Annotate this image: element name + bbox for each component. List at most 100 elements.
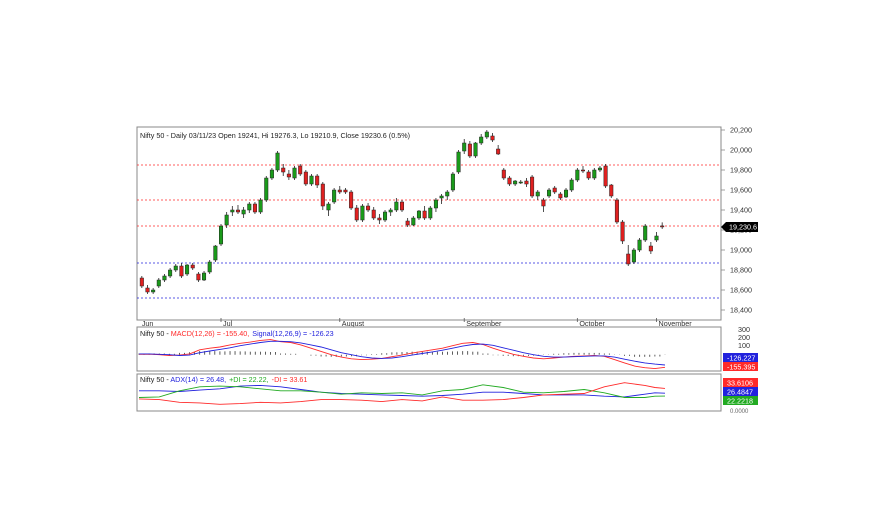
candle-body [241,209,246,215]
candle [315,174,320,188]
candle [202,271,207,281]
candle [337,186,342,194]
candle [343,188,348,194]
macd-label: MACD(12,26) = -155.40, [171,329,250,338]
candle [145,285,150,294]
candle [501,168,506,180]
candle [586,170,591,180]
candle-body [416,210,421,219]
candle [292,166,297,180]
candle-body [298,165,303,175]
price-plot-frame [136,126,722,321]
macd-signal-line [139,340,666,366]
candle-body [518,181,523,184]
candle [462,139,467,154]
candle [320,182,325,210]
candle-body [513,180,518,185]
candle [603,164,608,188]
candle-body [558,193,563,199]
candle [196,272,201,282]
candle [614,198,619,224]
candle-body [309,175,314,185]
mdi-value: 33.6106 [727,379,753,388]
candle [597,166,602,172]
candle [286,170,291,180]
candle [422,206,427,220]
candle [252,202,257,214]
candle-body [637,239,642,251]
candle [552,186,557,194]
candle-body [235,209,240,213]
candle [394,198,399,212]
candle [156,278,161,288]
candle-body [213,245,218,261]
candle-body [179,265,184,277]
pdi-value-box [723,396,758,405]
candle-body [541,199,546,207]
candle [190,263,195,270]
macd-value-labels: -126.227 -155.395 [723,353,758,372]
candle-body [388,209,393,213]
adx-header: Nifty 50 - ADX(14) = 26.48, +DI = 22.22, -… [140,375,307,384]
candle [139,276,144,288]
macd-signal-value: -126.227 [727,354,755,363]
candle [484,130,489,139]
adx-value-labels: 33.6106 26.4847 22.2218 0.0000 [723,378,758,415]
candle-body [456,151,461,173]
candle [507,176,512,186]
candle-body [366,205,371,211]
candle-body [349,191,354,209]
price-panel: Nifty 50 - Daily 03/11/23 Open 19241, Hi… [136,126,758,328]
candle-body [552,187,557,193]
candle-body [156,279,161,287]
candle [660,222,665,229]
price-reference-lines [137,164,721,299]
close-price-marker: 19,230.6 [721,221,758,232]
month-label: October [579,319,605,328]
candle-body [207,261,212,273]
candle-body [275,152,280,171]
candle-body [269,169,274,179]
candle [360,204,365,222]
candle [179,263,184,278]
candle-body [490,135,495,141]
month-label: Jul [223,319,233,328]
pdi-line [138,384,666,398]
adx-line [139,384,666,398]
price-y-tick-label: 20,200 [730,126,752,135]
candle-body [247,203,252,211]
candle [219,224,224,246]
candle [332,188,337,204]
candle [275,151,280,172]
candle [411,216,416,226]
candle [428,206,433,220]
candle-body [202,272,207,281]
candle [371,207,376,220]
candle [298,164,303,176]
candle [162,274,167,282]
candle [213,245,218,262]
month-label: November [659,319,693,328]
candle [580,166,585,173]
candle [518,180,523,184]
candle [366,203,371,212]
candle-body [252,203,257,213]
adx-label: ADX(14) = 26.48, [170,375,226,384]
adx-value: 26.4847 [727,388,753,397]
candle [269,168,274,180]
candle-body [450,173,455,191]
candle-body [332,189,337,203]
macd-header: Nifty 50 - MACD(12,26) = -155.40, Signal(… [140,329,334,338]
candle-body [643,225,648,241]
candle-body [173,265,178,271]
candle [547,188,552,198]
candle [377,214,382,224]
candle [654,232,659,242]
candle-body [377,217,382,221]
candle-body [422,210,427,219]
candle [473,142,478,158]
candle-body [399,201,405,211]
candle-body [145,287,150,293]
candle-body [264,177,269,201]
candle [235,205,240,214]
